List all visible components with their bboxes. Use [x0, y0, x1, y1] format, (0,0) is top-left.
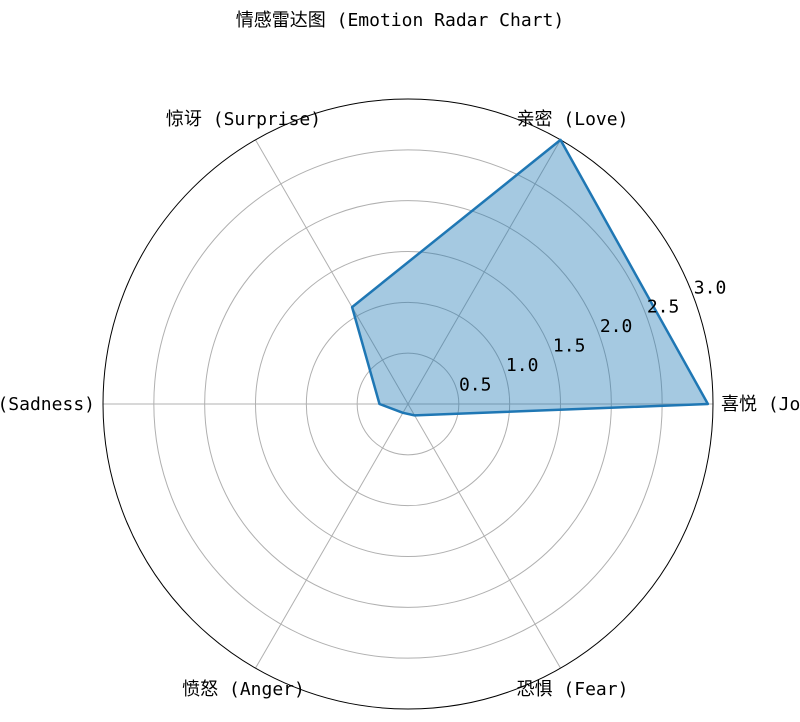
- category-label: 惊讶 (Surprise): [166, 109, 321, 130]
- grid-spoke: [407, 403, 561, 669]
- grid-spoke: [407, 139, 561, 405]
- polar-frame: [102, 98, 714, 710]
- category-label: 愤怒 (Anger): [182, 679, 305, 700]
- radial-tick-label: 0.5: [459, 375, 492, 396]
- data-layer: [350, 138, 710, 417]
- grid-layer: [102, 98, 714, 710]
- category-label: 恐惧 (Fear): [517, 679, 629, 700]
- chart-title: 情感雷达图 (Emotion Radar Chart): [235, 10, 565, 31]
- radial-tick-label: 1.5: [553, 336, 586, 357]
- radial-tick-label: 2.5: [647, 297, 680, 318]
- grid-spoke: [255, 403, 409, 669]
- radial-tick-label: 3.0: [694, 277, 727, 298]
- grid-spoke: [255, 139, 409, 405]
- category-label: 喜悦 (Joy): [721, 394, 800, 415]
- radial-tick-label: 2.0: [600, 316, 633, 337]
- series-line: [350, 138, 710, 417]
- series-area: [352, 139, 708, 416]
- label-layer: 0.5 1.0 1.5 2.0 2.5 3.0 喜悦 (Joy) 亲密 (Love) 惊讶 (S…: [0, 109, 800, 700]
- category-label: 悲伤 (Sadness): [0, 394, 95, 415]
- radial-tick-label: 1.0: [506, 355, 539, 376]
- category-label: 亲密 (Love): [517, 109, 629, 130]
